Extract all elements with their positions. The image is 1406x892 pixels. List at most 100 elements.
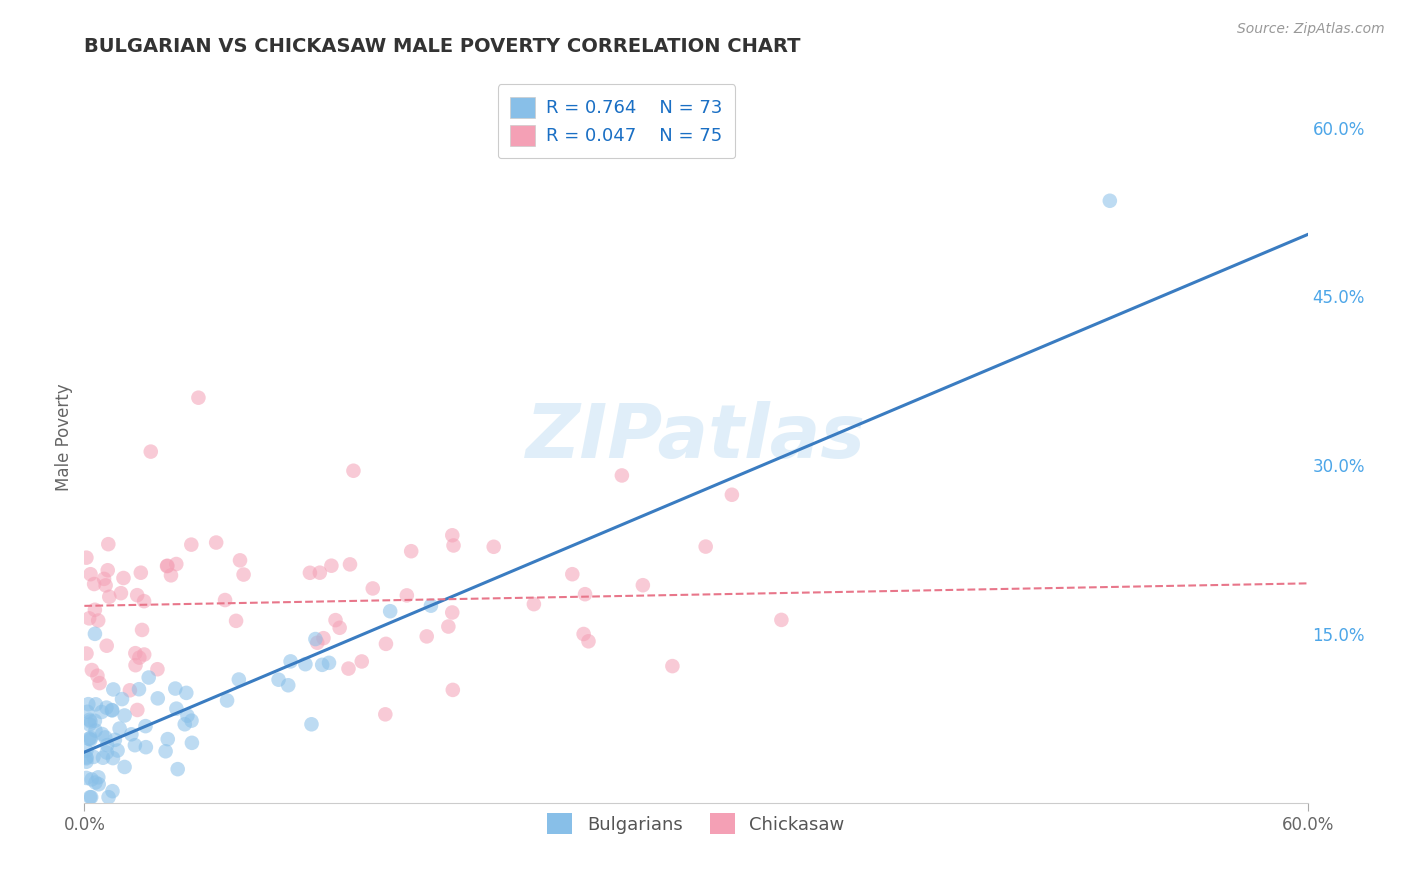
Point — [415, 629, 437, 643]
Point — [75, 771, 97, 785]
Point — [120, 727, 142, 741]
Point — [1098, 194, 1121, 208]
Point — [79, 732, 101, 747]
Point — [301, 717, 323, 731]
Point — [361, 582, 384, 596]
Point — [98, 590, 121, 604]
Point — [84, 723, 107, 738]
Point — [129, 566, 152, 580]
Point — [79, 714, 101, 729]
Point — [114, 760, 136, 774]
Point — [311, 657, 333, 672]
Legend: Bulgarians, Chickasaw: Bulgarians, Chickasaw — [533, 799, 859, 848]
Point — [176, 708, 198, 723]
Point — [76, 705, 98, 719]
Point — [94, 731, 117, 745]
Point — [108, 722, 131, 736]
Point — [77, 697, 100, 711]
Point — [75, 750, 97, 764]
Point — [103, 682, 125, 697]
Point — [146, 691, 169, 706]
Point — [312, 631, 335, 645]
Point — [96, 700, 118, 714]
Point — [399, 544, 422, 558]
Point — [770, 613, 793, 627]
Point — [350, 655, 373, 669]
Point — [77, 611, 100, 625]
Point — [101, 751, 124, 765]
Point — [96, 639, 118, 653]
Text: BULGARIAN VS CHICKASAW MALE POVERTY CORRELATION CHART: BULGARIAN VS CHICKASAW MALE POVERTY CORR… — [84, 37, 801, 56]
Point — [83, 577, 105, 591]
Point — [139, 444, 162, 458]
Point — [101, 784, 124, 798]
Point — [225, 614, 247, 628]
Point — [420, 599, 443, 613]
Point — [79, 713, 101, 727]
Point — [631, 578, 654, 592]
Point — [124, 738, 146, 752]
Point — [180, 714, 202, 728]
Point — [134, 648, 156, 662]
Point — [80, 663, 103, 677]
Point — [87, 614, 110, 628]
Point — [610, 468, 633, 483]
Point — [132, 594, 155, 608]
Point — [156, 559, 179, 574]
Point — [89, 676, 111, 690]
Point — [127, 703, 149, 717]
Point — [79, 731, 101, 745]
Point — [107, 743, 129, 757]
Point — [94, 578, 117, 592]
Point — [325, 613, 347, 627]
Point — [76, 647, 98, 661]
Point — [205, 535, 228, 549]
Point — [321, 558, 343, 573]
Point — [138, 671, 160, 685]
Point — [342, 464, 364, 478]
Point — [101, 703, 124, 717]
Point — [298, 566, 321, 580]
Point — [110, 586, 132, 600]
Point — [443, 539, 465, 553]
Point — [214, 593, 236, 607]
Point — [375, 637, 398, 651]
Point — [131, 623, 153, 637]
Point — [97, 563, 120, 577]
Point — [83, 603, 105, 617]
Point — [318, 656, 340, 670]
Point — [80, 772, 103, 787]
Point — [374, 707, 396, 722]
Point — [156, 732, 179, 747]
Point — [695, 540, 717, 554]
Point — [441, 606, 464, 620]
Point — [156, 558, 179, 573]
Point — [124, 646, 146, 660]
Point — [228, 673, 250, 687]
Point — [661, 659, 683, 673]
Point — [93, 572, 115, 586]
Point — [84, 627, 107, 641]
Point — [118, 683, 141, 698]
Point — [561, 567, 583, 582]
Point — [217, 693, 239, 707]
Point — [578, 634, 600, 648]
Point — [304, 632, 326, 646]
Point — [232, 567, 254, 582]
Point — [101, 703, 124, 717]
Point — [75, 751, 97, 765]
Point — [75, 744, 97, 758]
Point — [124, 658, 146, 673]
Point — [79, 717, 101, 731]
Point — [84, 775, 107, 789]
Point — [86, 669, 108, 683]
Point — [91, 750, 114, 764]
Point — [380, 604, 402, 618]
Point — [523, 597, 546, 611]
Point — [165, 557, 187, 571]
Point — [441, 528, 464, 542]
Point — [87, 770, 110, 784]
Point — [155, 744, 177, 758]
Point — [84, 698, 107, 712]
Point — [91, 727, 114, 741]
